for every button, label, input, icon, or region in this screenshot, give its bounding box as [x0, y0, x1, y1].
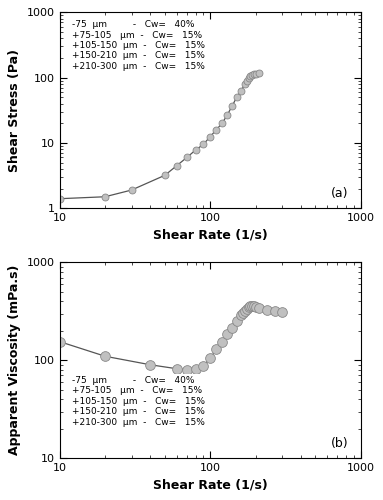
Y-axis label: Shear Stress (Pa): Shear Stress (Pa): [8, 49, 21, 172]
Y-axis label: Apparent Viscosity (mPa.s): Apparent Viscosity (mPa.s): [8, 265, 21, 456]
Text: (a): (a): [331, 188, 349, 200]
Text: -75  μm         -   Cw=   40%
+75-105   μm  -   Cw=   15%
+105-150  μm  -   Cw= : -75 μm - Cw= 40% +75-105 μm - Cw= 15% +1…: [72, 376, 205, 426]
X-axis label: Shear Rate (1/s): Shear Rate (1/s): [153, 228, 268, 241]
Text: (b): (b): [331, 438, 349, 450]
X-axis label: Shear Rate (1/s): Shear Rate (1/s): [153, 478, 268, 492]
Text: -75  μm         -   Cw=   40%
+75-105   μm  -   Cw=   15%
+105-150  μm  -   Cw= : -75 μm - Cw= 40% +75-105 μm - Cw= 15% +1…: [72, 20, 205, 71]
